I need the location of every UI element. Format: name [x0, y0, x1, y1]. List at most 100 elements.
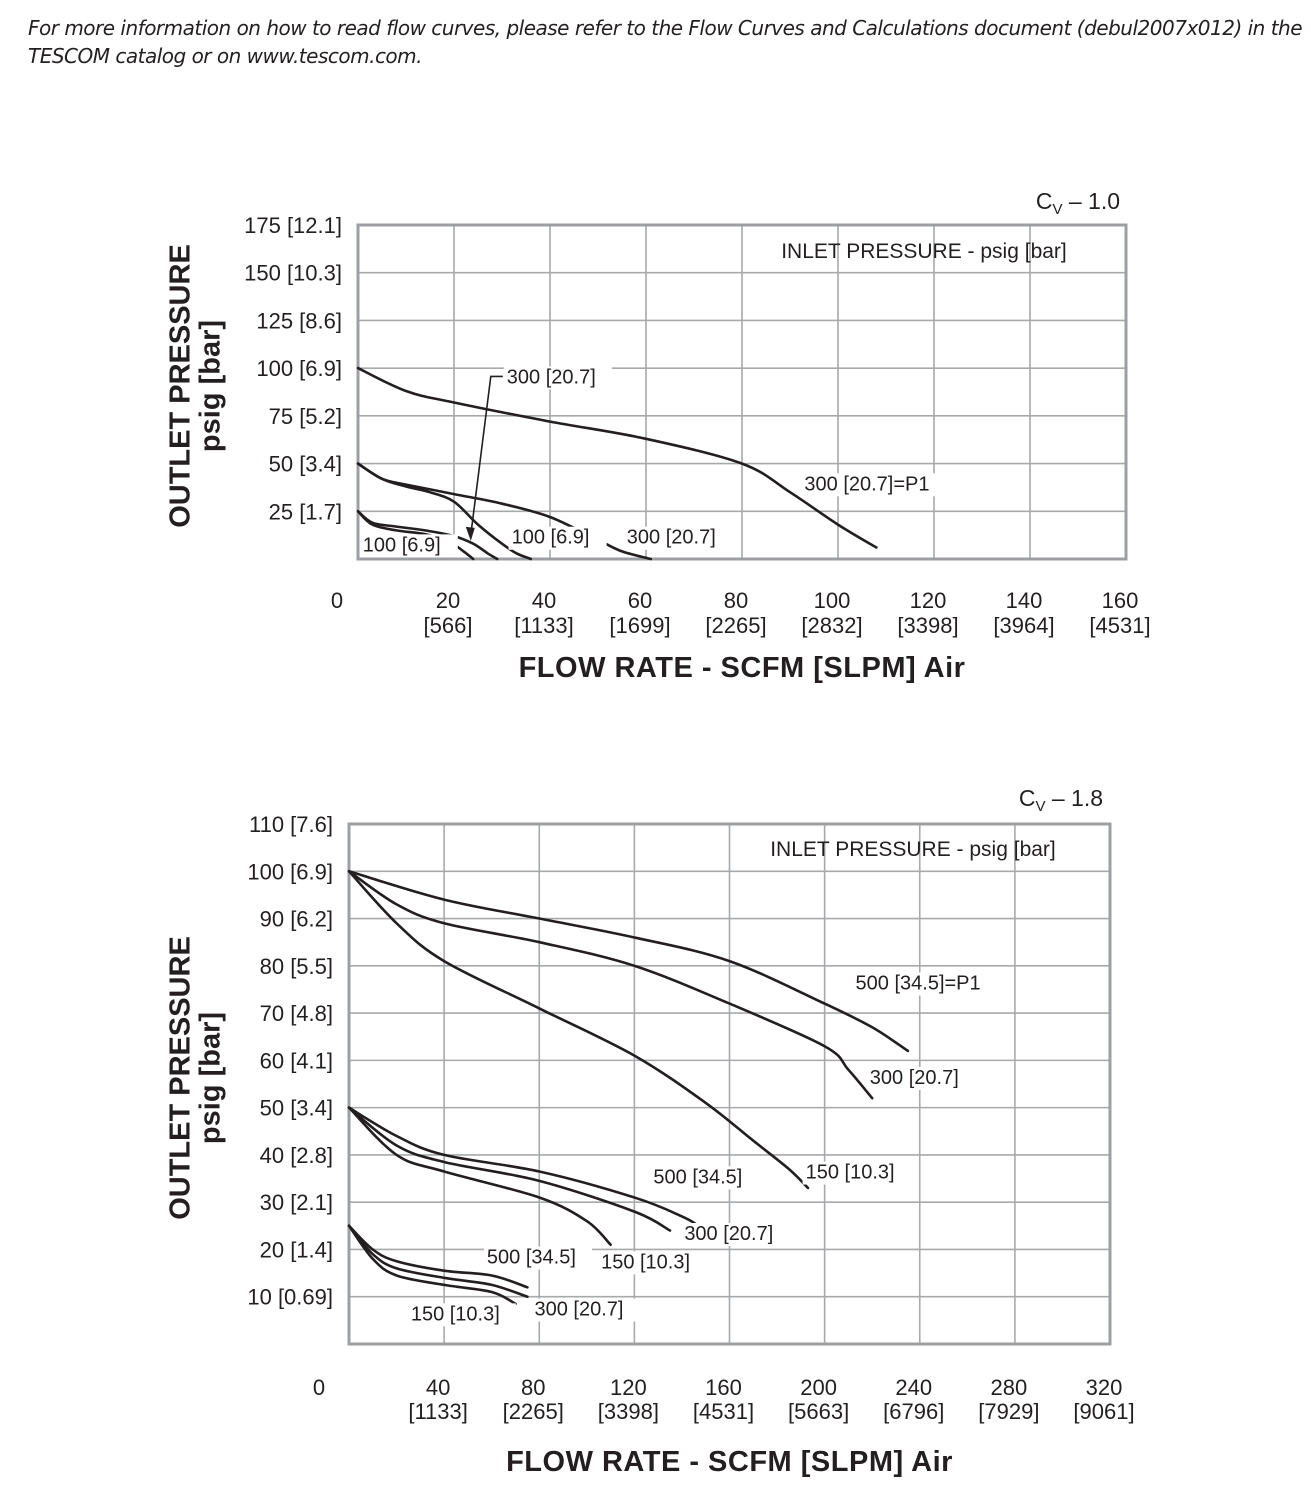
x-axis-title: FLOW RATE - SCFM [SLPM] Air: [519, 652, 966, 684]
x-tick-label: 40: [532, 588, 556, 613]
curve-label: 300 [20.7]=P1: [804, 473, 929, 495]
y-tick-label: 30 [2.1]: [260, 1190, 333, 1215]
y-tick-label: 110 [7.6]: [249, 812, 333, 837]
x-tick-label-slpm: [4531]: [693, 1399, 754, 1424]
x-tick-label: 140: [1006, 588, 1043, 613]
plot-frame: [356, 223, 1128, 561]
cv-label: CV – 1.8: [1019, 785, 1103, 815]
x-tick-label: 20: [436, 588, 460, 613]
curve-label: 300 [20.7]: [684, 1223, 773, 1245]
series-curve: [356, 510, 499, 561]
curve-label: 300 [20.7]: [507, 366, 596, 388]
x-tick-label-slpm: [2265]: [705, 613, 766, 638]
x-tick-label: 280: [991, 1375, 1028, 1400]
series-curve: [347, 870, 810, 1190]
curve-label: 500 [34.5]: [653, 1166, 742, 1188]
y-axis-title: OUTLET PRESSURE: [165, 244, 197, 528]
annotation-backdrop: [483, 1246, 592, 1270]
annotation-backdrop: [650, 1166, 759, 1190]
x-tick-label-slpm: [5663]: [788, 1399, 849, 1424]
y-tick-label: 70 [4.8]: [260, 1001, 333, 1026]
y-tick-label: 100 [6.9]: [247, 859, 333, 884]
series-curve: [347, 870, 874, 1100]
curve-label: 300 [20.7]: [534, 1299, 623, 1321]
y-tick-label: 50 [3.4]: [269, 452, 342, 477]
x-tick-label-slpm: [6796]: [883, 1399, 944, 1424]
annotation-backdrop: [531, 1298, 640, 1322]
series-curve: [347, 870, 910, 1053]
series-curve: [356, 366, 878, 549]
y-tick-label: 25 [1.7]: [269, 499, 342, 524]
x-axis-title: FLOW RATE - SCFM [SLPM] Air: [506, 1446, 953, 1478]
y-axis-unit: psig [bar]: [195, 1012, 227, 1144]
plot-frame: [347, 822, 1112, 1346]
x-tick-label-slpm: [3398]: [598, 1399, 659, 1424]
annotation-backdrop: [508, 526, 607, 550]
x-tick-label: 120: [610, 1375, 647, 1400]
origin-label: 0: [313, 1375, 325, 1400]
annotation-backdrop: [802, 1161, 911, 1185]
curve-label: 300 [20.7]: [627, 527, 716, 549]
info-note-line-1: For more information on how to read flow…: [28, 16, 1303, 40]
y-tick-label: 150 [10.3]: [244, 261, 342, 286]
annotation-backdrop: [623, 526, 732, 550]
y-tick-label: 100 [6.9]: [256, 356, 342, 381]
series-curve: [347, 1224, 529, 1289]
annotation-backdrop: [801, 473, 940, 497]
annotation-backdrop: [598, 1251, 707, 1275]
annotation-backdrop: [681, 1223, 790, 1246]
x-tick-label-slpm: [9061]: [1073, 1399, 1134, 1424]
x-tick-label: 80: [724, 588, 748, 613]
series-curve: [347, 1106, 612, 1246]
series-curve: [347, 1106, 700, 1228]
series-curve: [347, 1224, 529, 1298]
info-note: For more information on how to read flow…: [28, 14, 1303, 70]
x-tick-label-slpm: [566]: [424, 613, 473, 638]
x-tick-label: 240: [895, 1375, 932, 1400]
x-tick-label-slpm: [7929]: [978, 1399, 1039, 1424]
x-tick-label-slpm: [2832]: [801, 613, 862, 638]
legend-title: INLET PRESSURE - psig [bar]: [781, 240, 1067, 263]
y-axis-title: OUTLET PRESSURE: [165, 936, 197, 1220]
curve-label: 150 [10.3]: [601, 1251, 690, 1273]
y-tick-label: 125 [8.6]: [256, 308, 342, 333]
leader-line: [470, 375, 503, 535]
x-tick-label: 160: [705, 1375, 742, 1400]
annotation-backdrop: [852, 972, 991, 996]
info-note-line-2: TESCOM catalog or on www.tescom.com.: [28, 44, 423, 68]
x-tick-label: 160: [1102, 588, 1139, 613]
x-tick-label: 60: [628, 588, 652, 613]
x-tick-label-slpm: [1133]: [408, 1399, 468, 1424]
origin-label: 0: [331, 588, 343, 613]
x-tick-label: 120: [910, 588, 947, 613]
y-tick-label: 175 [12.1]: [244, 213, 342, 238]
curve-label: 100 [6.9]: [512, 527, 590, 549]
y-tick-label: 40 [2.8]: [260, 1143, 333, 1168]
legend-title: INLET PRESSURE - psig [bar]: [770, 838, 1056, 861]
y-tick-label: 90 [6.2]: [260, 907, 333, 932]
curve-label: 500 [34.5]: [487, 1247, 576, 1269]
y-axis-unit: psig [bar]: [195, 320, 227, 452]
x-tick-label-slpm: [3964]: [993, 613, 1054, 638]
curve-label: 300 [20.7]: [870, 1067, 959, 1089]
x-tick-label: 100: [814, 588, 851, 613]
cv-label: CV – 1.0: [1036, 188, 1120, 218]
x-tick-label-slpm: [1133]: [514, 613, 574, 638]
curve-label: 150 [10.3]: [411, 1303, 500, 1325]
x-tick-label: 80: [521, 1375, 545, 1400]
curve-label: 150 [10.3]: [806, 1162, 895, 1184]
x-tick-label-slpm: [2265]: [503, 1399, 564, 1424]
series-curve: [356, 510, 475, 561]
y-tick-label: 10 [0.69]: [247, 1285, 333, 1310]
annotation-backdrop: [359, 534, 458, 558]
chart-1: 25 [1.7] 50 [3.4] 75 [5.2] 100 [6.9] 125 [8.…: [165, 188, 1151, 684]
curve-label: 500 [34.5]=P1: [856, 972, 981, 994]
x-tick-label: 40: [426, 1375, 450, 1400]
x-tick-label-slpm: [3398]: [897, 613, 958, 638]
y-tick-label: 20 [1.4]: [260, 1237, 333, 1262]
series-curve: [356, 462, 533, 561]
series-curve: [347, 1106, 672, 1232]
annotation-backdrop: [503, 366, 612, 390]
x-tick-label: 320: [1086, 1375, 1123, 1400]
